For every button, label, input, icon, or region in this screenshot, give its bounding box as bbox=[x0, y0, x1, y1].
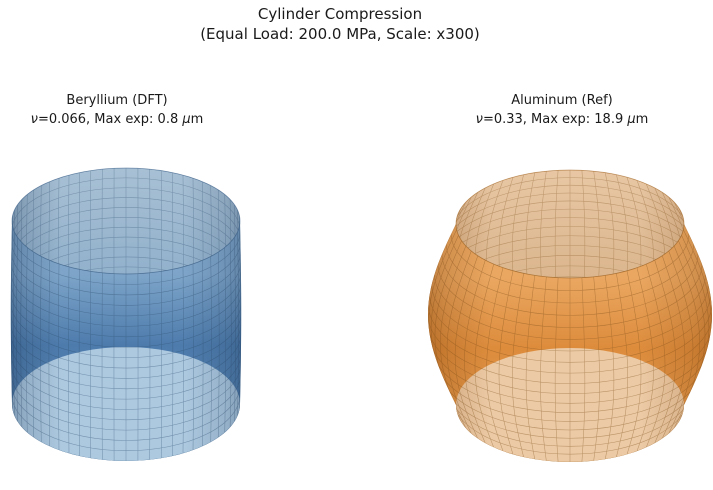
subplot-title-aluminum-material: Aluminum (Ref) bbox=[511, 93, 613, 108]
cylinder-aluminum bbox=[428, 169, 712, 462]
info-text: =0.066, Max exp: 0.8 bbox=[37, 112, 183, 127]
nu-symbol: ν bbox=[30, 112, 38, 127]
mu-symbol: μ bbox=[627, 112, 636, 127]
cylinder-beryllium bbox=[10, 167, 242, 461]
info-text: =0.33, Max exp: 18.9 bbox=[482, 112, 628, 127]
figure-title: Cylinder Compression (Equal Load: 200.0 … bbox=[0, 4, 680, 44]
figure-title-line1: Cylinder Compression bbox=[257, 5, 423, 23]
nu-symbol: ν bbox=[475, 112, 483, 127]
subplot-title-beryllium: Beryllium (DFT) ν=0.066, Max exp: 0.8 μm bbox=[0, 91, 234, 129]
subplot-title-beryllium-material: Beryllium (DFT) bbox=[66, 93, 168, 108]
unit-suffix: m bbox=[635, 112, 649, 127]
subplot-title-aluminum: Aluminum (Ref) ν=0.33, Max exp: 18.9 μm bbox=[445, 91, 679, 129]
subplot-title-aluminum-info: ν=0.33, Max exp: 18.9 μm bbox=[445, 110, 679, 129]
subplot-title-beryllium-info: ν=0.066, Max exp: 0.8 μm bbox=[0, 110, 234, 129]
unit-suffix: m bbox=[190, 112, 204, 127]
figure-title-line2: (Equal Load: 200.0 MPa, Scale: x300) bbox=[200, 25, 480, 43]
mu-symbol: μ bbox=[182, 112, 191, 127]
